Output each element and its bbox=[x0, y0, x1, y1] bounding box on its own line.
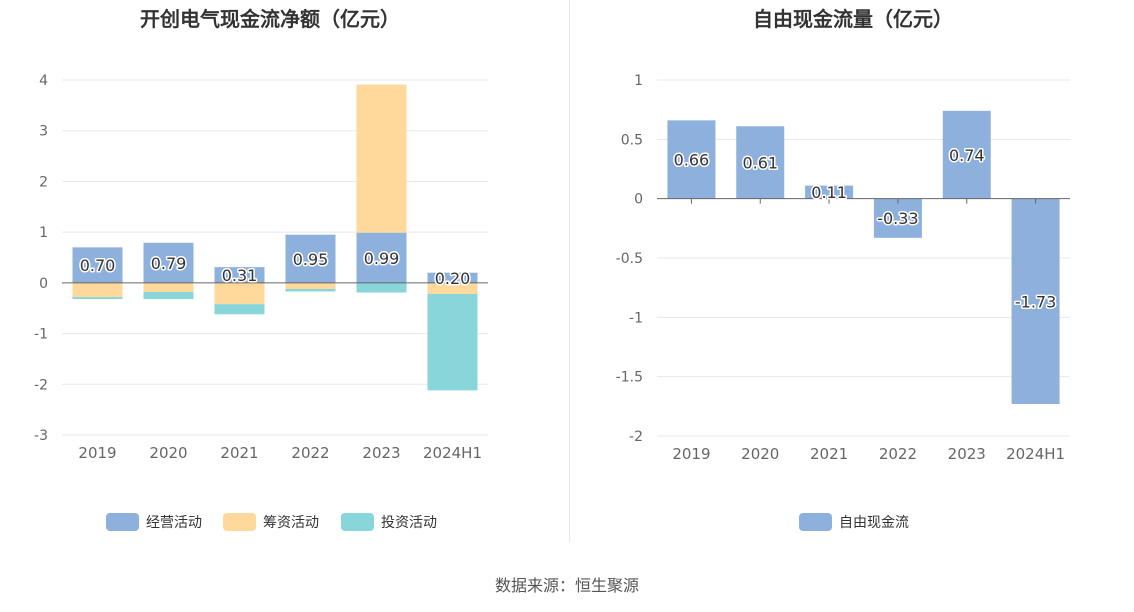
right-xtick-label: 2020 bbox=[741, 445, 779, 463]
right-title: 自由现金流量（亿元） bbox=[753, 7, 953, 31]
left-title: 开创电气现金流净额（亿元） bbox=[140, 7, 400, 31]
left-bar-筹资活动-2021 bbox=[214, 282, 265, 305]
left-ytick-label: 1 bbox=[39, 225, 48, 241]
right-ytick-label: 1 bbox=[634, 73, 643, 89]
left-bar-投资活动-2019 bbox=[72, 297, 123, 300]
right-xtick-label: 2024H1 bbox=[1006, 445, 1065, 463]
right-data-label: 0.66 bbox=[674, 151, 710, 170]
right-bar-自由现金流-2020 bbox=[736, 126, 785, 199]
legend-item[interactable]: 投资活动 bbox=[341, 512, 437, 532]
left-ytick-label: -1 bbox=[34, 327, 48, 343]
right-bar-自由现金流-2021 bbox=[805, 185, 854, 199]
left-bar-投资活动-2023 bbox=[356, 282, 407, 293]
right-bar-自由现金流-2019 bbox=[667, 120, 716, 199]
left-xtick-label: 2024H1 bbox=[423, 444, 482, 462]
left-ytick-label: 2 bbox=[39, 174, 48, 190]
left-bar-经营活动-2022 bbox=[285, 234, 336, 283]
right-xtick-label: 2023 bbox=[948, 445, 986, 463]
legend-swatch bbox=[341, 513, 374, 531]
free-cash-flow-chart: 自由现金流量（亿元） 1 0.5 0 -0.5 -1 -1.5 -2 2019 2020 2021 2… bbox=[616, 7, 1070, 463]
right-data-label: -0.33 bbox=[877, 209, 918, 228]
left-bar-投资活动-2022 bbox=[285, 288, 336, 292]
left-data-label: 0.95 bbox=[293, 250, 329, 269]
right-bar-自由现金流-2024H1 bbox=[1011, 198, 1060, 404]
left-bar-经营活动-2023 bbox=[356, 232, 407, 283]
legend-swatch bbox=[799, 513, 832, 531]
legend-swatch bbox=[106, 513, 139, 531]
legend-swatch bbox=[223, 513, 256, 531]
right-xtick-label: 2021 bbox=[810, 445, 848, 463]
right-ytick-label: -2 bbox=[629, 429, 643, 445]
right-data-label: -1.73 bbox=[1015, 292, 1056, 311]
right-bar-自由现金流-2022 bbox=[873, 198, 922, 238]
left-bar-经营活动-2021 bbox=[214, 267, 265, 283]
left-bar-筹资活动-2020 bbox=[143, 282, 194, 292]
legend-label: 投资活动 bbox=[381, 515, 437, 531]
left-bar-投资活动-2024H1 bbox=[427, 294, 478, 391]
right-ytick-label: 0.5 bbox=[621, 132, 643, 148]
left-data-label: 0.79 bbox=[151, 254, 187, 273]
right-ytick-label: -1 bbox=[629, 310, 643, 326]
right-ytick-label: -0.5 bbox=[616, 251, 643, 267]
left-ytick-label: 0 bbox=[39, 276, 48, 292]
legend-label: 筹资活动 bbox=[263, 515, 319, 531]
data-source: 数据来源：恒生聚源 bbox=[494, 576, 639, 595]
left-ytick-label: -3 bbox=[34, 428, 48, 444]
left-data-label: 0.20 bbox=[435, 269, 471, 288]
left-ytick-label: -2 bbox=[34, 377, 48, 393]
left-data-label: 0.31 bbox=[222, 266, 258, 285]
left-bar-筹资活动-2019 bbox=[72, 282, 123, 298]
left-bar-经营活动-2024H1 bbox=[427, 272, 478, 283]
right-data-label: 0.74 bbox=[949, 146, 985, 165]
legend-label: 自由现金流 bbox=[839, 515, 909, 531]
right-xtick-label: 2022 bbox=[879, 445, 917, 463]
left-xtick-label: 2022 bbox=[291, 444, 329, 462]
left-bar-投资活动-2020 bbox=[143, 291, 194, 300]
left-bar-筹资活动-2023 bbox=[356, 84, 407, 233]
left-data-label: 0.99 bbox=[364, 249, 400, 268]
right-ytick-label: -1.5 bbox=[616, 370, 643, 386]
left-bar-投资活动-2021 bbox=[214, 304, 265, 315]
right-data-label: 0.11 bbox=[811, 183, 847, 202]
left-data-label: 0.70 bbox=[80, 256, 116, 275]
left-xtick-label: 2019 bbox=[78, 444, 116, 462]
right-bar-自由现金流-2023 bbox=[942, 110, 991, 199]
left-bar-经营活动-2020 bbox=[143, 242, 194, 283]
left-xtick-label: 2021 bbox=[220, 444, 258, 462]
left-xtick-label: 2023 bbox=[362, 444, 400, 462]
right-data-label: 0.61 bbox=[742, 153, 778, 172]
left-xtick-label: 2020 bbox=[149, 444, 187, 462]
left-bar-经营活动-2019 bbox=[72, 247, 123, 283]
left-ytick-label: 3 bbox=[39, 124, 48, 140]
left-bar-筹资活动-2022 bbox=[285, 282, 336, 289]
left-bar-筹资活动-2024H1 bbox=[427, 282, 478, 295]
right-xtick-label: 2019 bbox=[672, 445, 710, 463]
chart-divider bbox=[569, 0, 570, 542]
legend-item[interactable]: 自由现金流 bbox=[799, 512, 909, 532]
right-ytick-label: 0 bbox=[634, 192, 643, 208]
legend-item[interactable]: 筹资活动 bbox=[223, 512, 319, 532]
cash-flow-net-chart: 开创电气现金流净额（亿元） 4 3 2 1 0 -1 -2 -3 2019 2020 2021 2022… bbox=[34, 7, 488, 462]
legend-item[interactable]: 经营活动 bbox=[106, 512, 202, 532]
legend-label: 经营活动 bbox=[146, 515, 202, 531]
left-ytick-label: 4 bbox=[39, 73, 48, 89]
